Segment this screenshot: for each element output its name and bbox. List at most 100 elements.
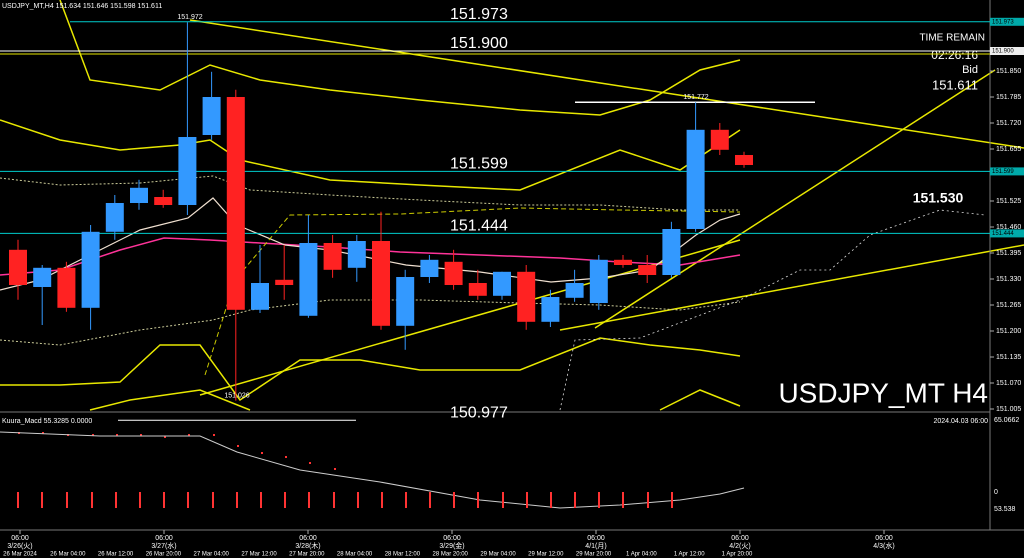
candle-body [372, 241, 390, 326]
time-bottom-label: 27 Mar 12:00 [241, 552, 277, 558]
candle-body [662, 229, 681, 275]
price-tag-label: 151.444 [992, 231, 1014, 237]
candle-body [33, 267, 52, 287]
time-label: 06:00 [299, 535, 317, 542]
y-tick-label: 151.070 [996, 380, 1021, 387]
candle-body [323, 243, 342, 270]
time-bottom-label: 27 Mar 04:00 [194, 552, 230, 558]
macd-line [0, 431, 745, 509]
candle-body [9, 249, 27, 285]
candle-body [444, 261, 463, 285]
time-bottom-label: 28 Mar 12:00 [385, 552, 421, 558]
time-bottom-label: 26 Mar 2024 [3, 552, 37, 558]
price-tag [990, 47, 1024, 55]
y-tick-label: 151.135 [996, 354, 1021, 361]
mark-label: 151.026 [224, 392, 249, 399]
candle-body [517, 271, 536, 322]
candle-body [130, 187, 148, 203]
header: USDJPY_MT,H4 151.634 151.646 151.598 151… [2, 3, 162, 10]
y-tick-label: 151.330 [996, 276, 1021, 283]
y-tick-label: 151.395 [996, 250, 1021, 257]
date-label: 3/26(火) [7, 542, 32, 550]
time-bottom-label: 26 Mar 04:00 [50, 552, 86, 558]
symbol: USDJPY_MT H4 [778, 377, 988, 408]
y-tick-label: 151.265 [996, 302, 1021, 309]
candle-body [347, 241, 366, 268]
time-bottom-label: 28 Mar 20:00 [433, 552, 469, 558]
macd-bars [17, 492, 673, 508]
countdown: 02:26:16 [931, 48, 978, 62]
price-tag [990, 167, 1024, 176]
date-label: 3/29(金) [439, 541, 464, 550]
price-tag-label: 151.900 [992, 49, 1014, 55]
candle-body [420, 259, 439, 277]
indicator-tick: 0 [994, 489, 998, 496]
bid: 151.611 [932, 77, 978, 92]
time-label: 06:00 [875, 535, 893, 542]
date-label: 3/27(水) [151, 541, 176, 550]
candle-body [178, 137, 197, 205]
candle-body [710, 129, 729, 150]
y-tick-label: 151.850 [996, 68, 1021, 75]
y-tick-label: 151.005 [996, 406, 1021, 413]
time-bottom-label: 26 Mar 12:00 [98, 552, 134, 558]
time-bottom-label: 1 Apr 04:00 [626, 552, 657, 558]
y-tick-label: 151.200 [996, 328, 1021, 335]
y-tick-label: 151.655 [996, 146, 1021, 153]
time-bottom-label: 26 Mar 20:00 [146, 552, 182, 558]
date-label: 4/1(月) [585, 542, 606, 550]
date-label: 4/2(火) [729, 542, 750, 550]
time-label: 06:00 [731, 535, 749, 542]
y-tick-label: 151.720 [996, 120, 1021, 127]
candle-body [565, 283, 584, 298]
time-remain: TIME REMAIN [919, 33, 985, 44]
candle-body [275, 279, 294, 285]
price-tag [990, 229, 1024, 238]
bid-label: Bid [962, 64, 978, 76]
price-tag-label: 151.973 [992, 19, 1014, 25]
time-label: 06:00 [443, 535, 461, 542]
mark-label: 151.772 [683, 94, 708, 101]
candle-body [493, 271, 511, 296]
candle-body [589, 259, 608, 303]
level-label: 151.973 [450, 6, 508, 23]
date-label: 3/28(木) [295, 541, 320, 550]
candle-body [686, 129, 705, 229]
candle-body [299, 243, 318, 316]
candle-body [735, 155, 753, 165]
candle-body [251, 283, 269, 310]
candle-body [226, 97, 245, 310]
price-tag-label: 151.599 [992, 169, 1014, 175]
time-bottom-label: 1 Apr 20:00 [722, 552, 753, 558]
candle-body [614, 259, 632, 265]
candle-body [396, 277, 415, 326]
band [0, 175, 740, 211]
y-tick-label: 151.460 [996, 224, 1021, 231]
level-label: 151.900 [450, 35, 508, 52]
level-label: 151.599 [450, 156, 508, 173]
y-tick-label: 151.785 [996, 94, 1021, 101]
price-tag [990, 17, 1024, 26]
indicator-tick: 53.538 [994, 506, 1016, 513]
candle-body [57, 267, 76, 308]
candle-body [202, 97, 221, 135]
candle-body [541, 297, 560, 322]
time-label: 06:00 [155, 535, 173, 542]
level-label: 150.977 [450, 404, 508, 421]
time-label: 06:00 [11, 535, 29, 542]
indicator-tick: 65.0662 [994, 417, 1019, 424]
target-label: 151.530 [913, 190, 964, 206]
time-bottom-label: 1 Apr 12:00 [674, 552, 705, 558]
candle-body [81, 231, 100, 308]
time-bottom-label: 29 Mar 20:00 [576, 552, 612, 558]
level-label: 151.444 [450, 218, 508, 235]
y-tick-label: 151.525 [996, 198, 1021, 205]
candle-body [468, 283, 487, 296]
cloud [559, 209, 986, 411]
mark-label: 151.972 [177, 14, 202, 21]
time-label: 06:00 [587, 535, 605, 542]
time-bottom-label: 29 Mar 04:00 [480, 552, 516, 558]
candle-body [154, 197, 173, 205]
